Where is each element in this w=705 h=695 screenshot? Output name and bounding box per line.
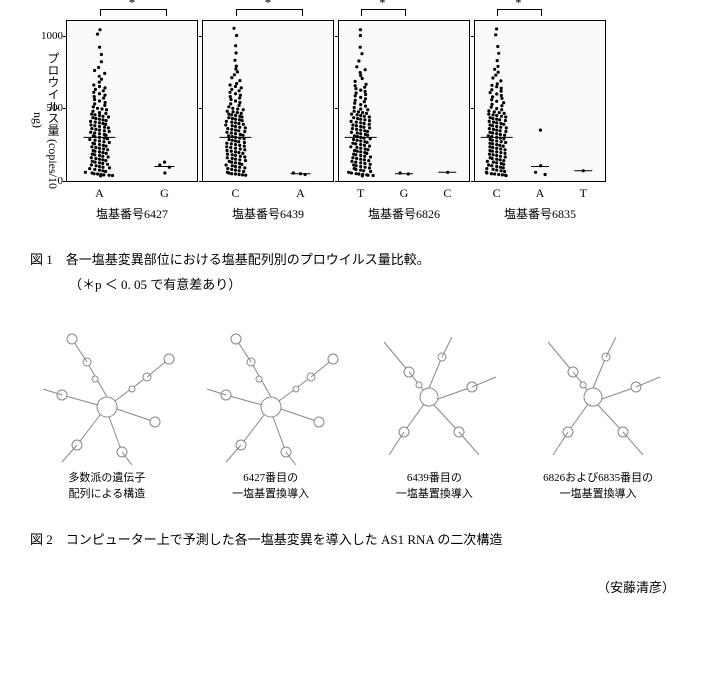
chart-panel: * CAT 塩基番号6835 — [474, 20, 606, 222]
x-tick-label: T — [562, 186, 605, 201]
panel-sublabel: 塩基番号6826 — [368, 205, 440, 222]
rna-structure-label: 6439番目の一塩基置換導入 — [396, 471, 473, 502]
figure-1-caption-note: （＊p ＜ 0. 05 で有意差あり） — [30, 273, 675, 298]
significance-star: * — [515, 0, 522, 11]
figure-1-caption-title: 図 1 各一塩基変異部位における塩基配列別のプロウイルス量比較。 — [30, 248, 675, 273]
x-tick-label: C — [475, 186, 518, 201]
rna-structure: 6439番目の一塩基置換導入 — [359, 327, 509, 502]
x-tick-label: T — [339, 186, 382, 201]
x-tick-label: C — [203, 186, 268, 201]
x-tick-label: C — [426, 186, 469, 201]
rna-structure: 多数派の遺伝子配列による構造 — [32, 327, 182, 502]
chart-panel: 05001000* AG 塩基番号6427 — [66, 20, 198, 222]
chart-panel: * TGC 塩基番号6826 — [338, 20, 470, 222]
chart-panel-body: * — [474, 20, 606, 182]
y-tick-label: 0 — [29, 175, 63, 187]
figure-2-caption: 図 2 コンピューター上で予測した各一塩基変異を導入した AS1 RNA の二次… — [30, 528, 675, 553]
y-tick-label: 1000 — [29, 30, 63, 42]
rna-structure-icon — [37, 327, 177, 467]
x-tick-label: A — [67, 186, 132, 201]
scatter-svg — [203, 21, 333, 181]
panel-sublabel: 塩基番号6835 — [504, 205, 576, 222]
significance-star: * — [265, 0, 272, 11]
rna-structure: 6427番目の一塩基置換導入 — [196, 327, 346, 502]
significance-star: * — [379, 0, 386, 11]
chart-panel-body: * — [202, 20, 334, 182]
figure-1-panels: 05001000*AG塩基番号6427*CA塩基番号6439*TGC塩基番号68… — [66, 20, 606, 222]
figure-1: プロウイルス量 (copies/10 ng) 05001000*AG塩基番号64… — [30, 20, 675, 222]
rna-structure-label: 多数派の遺伝子配列による構造 — [68, 471, 145, 502]
x-tick-label: A — [518, 186, 561, 201]
rna-structure-label: 6826および6835番目の一塩基置換導入 — [543, 471, 653, 502]
author: （安藤清彦） — [30, 577, 675, 596]
rna-structure-icon — [528, 327, 668, 467]
chart-panel-body: 05001000* — [66, 20, 198, 182]
scatter-svg — [67, 21, 197, 181]
rna-structure: 6826および6835番目の一塩基置換導入 — [523, 327, 673, 502]
significance-star: * — [129, 0, 136, 11]
x-tick-label: G — [382, 186, 425, 201]
chart-panel-body: * — [338, 20, 470, 182]
y-tick-label: 500 — [29, 102, 63, 114]
figure-1-caption: 図 1 各一塩基変異部位における塩基配列別のプロウイルス量比較。 （＊p ＜ 0… — [30, 248, 675, 297]
figure-2: 多数派の遺伝子配列による構造 6427番目の一塩基置換導入 6439番目の一塩基置換… — [30, 327, 675, 502]
rna-structure-icon — [364, 327, 504, 467]
x-tick-label: A — [268, 186, 333, 201]
scatter-svg — [475, 21, 605, 181]
scatter-svg — [339, 21, 469, 181]
rna-structure-icon — [201, 327, 341, 467]
x-tick-label: G — [132, 186, 197, 201]
rna-structure-label: 6427番目の一塩基置換導入 — [232, 471, 309, 502]
chart-panel: * CA 塩基番号6439 — [202, 20, 334, 222]
panel-sublabel: 塩基番号6427 — [96, 205, 168, 222]
panel-sublabel: 塩基番号6439 — [232, 205, 304, 222]
